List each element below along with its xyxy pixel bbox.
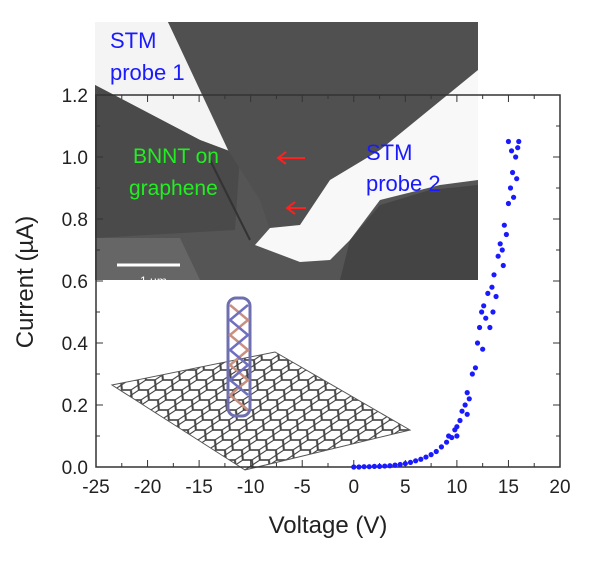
y-tick-label: 0.2 (62, 396, 88, 417)
data-point (392, 462, 398, 468)
data-point (474, 340, 481, 346)
data-point (371, 463, 377, 469)
x-tick-label: -15 (185, 477, 212, 498)
data-point (459, 408, 465, 414)
y-tick-label: 0.0 (62, 458, 88, 479)
data-point (501, 222, 507, 228)
data-point (423, 454, 429, 460)
data-point (481, 303, 487, 309)
data-point (472, 365, 479, 371)
x-tick-label: 10 (446, 477, 467, 498)
data-point (469, 371, 475, 377)
x-tick-label: 5 (400, 477, 411, 498)
x-tick-label: -20 (134, 477, 161, 498)
x-tick-label: -5 (294, 477, 311, 498)
x-tick-label: 0 (348, 477, 359, 498)
sample-label-line1: BNNT on (133, 145, 219, 168)
x-tick-label: 20 (549, 477, 570, 498)
data-point (493, 293, 499, 300)
data-point (462, 402, 468, 408)
data-point (489, 284, 495, 290)
y-tick-label: 1.2 (62, 86, 88, 107)
y-tick-label: 0.4 (62, 334, 89, 355)
probe2-label-line1: STM (366, 140, 412, 165)
y-tick-label: 0.8 (62, 210, 88, 231)
x-tick-label: -25 (82, 477, 109, 498)
sem-inset-image (95, 22, 478, 280)
scale-bar: 1 µm (117, 263, 180, 288)
data-point (480, 346, 486, 352)
data-point (495, 253, 501, 259)
x-axis-label: Voltage (V) (269, 512, 388, 539)
data-point (515, 145, 521, 151)
data-point (483, 315, 489, 321)
data-point (491, 272, 497, 278)
red-arrow-icon (285, 201, 306, 215)
data-point (366, 464, 372, 470)
red-arrow-icon (276, 151, 305, 165)
data-point (457, 417, 463, 424)
data-point (454, 424, 460, 430)
data-point (497, 241, 503, 247)
data-point (500, 262, 506, 269)
data-point (487, 324, 493, 331)
data-point (361, 464, 367, 470)
data-point (351, 464, 357, 470)
data-point (464, 411, 470, 417)
plot-axes: -25 -20 -15 -10 -5 0 5 10 15 20 0.0 0.2 0.4 0.6 0.8 1.0… (62, 86, 571, 498)
data-point (505, 138, 512, 145)
data-point (508, 148, 515, 154)
data-point (413, 458, 419, 464)
data-point (418, 456, 424, 462)
data-point (407, 459, 414, 465)
data-points (351, 138, 522, 470)
data-point (513, 154, 519, 160)
probe1-label-line2: probe 1 (110, 60, 185, 85)
data-point (476, 324, 483, 331)
data-point (510, 194, 517, 200)
x-tick-label: -10 (237, 477, 264, 498)
y-axis-label: Current (µA) (12, 216, 39, 349)
data-point (387, 463, 393, 469)
x-tick-label: 15 (498, 477, 519, 498)
data-point (490, 309, 496, 315)
data-point (428, 452, 434, 458)
data-point (503, 231, 509, 238)
data-point (516, 138, 522, 145)
data-point (356, 464, 362, 470)
data-point (509, 169, 516, 176)
data-point (507, 185, 514, 191)
y-tick-label: 0.6 (62, 272, 88, 293)
data-point (454, 433, 460, 439)
data-point (382, 463, 388, 469)
data-point (479, 309, 485, 315)
data-point (397, 461, 403, 468)
data-point (505, 200, 512, 207)
data-point (514, 176, 520, 182)
data-point (433, 448, 439, 455)
data-point (485, 290, 491, 296)
data-point (438, 444, 445, 450)
y-tick-label: 1.0 (62, 148, 88, 169)
data-point (443, 439, 450, 445)
data-point (464, 390, 470, 396)
data-point (466, 396, 472, 402)
probe1-label-line1: STM (110, 28, 156, 53)
data-point (402, 460, 408, 467)
data-point (499, 247, 505, 253)
sample-label-line2: graphene (129, 177, 218, 200)
scale-bar-label: 1 µm (140, 274, 167, 288)
graphene-bnnt-model (110, 296, 412, 471)
data-point (376, 463, 383, 469)
probe2-label-line2: probe 2 (366, 171, 441, 196)
data-point (449, 434, 455, 441)
